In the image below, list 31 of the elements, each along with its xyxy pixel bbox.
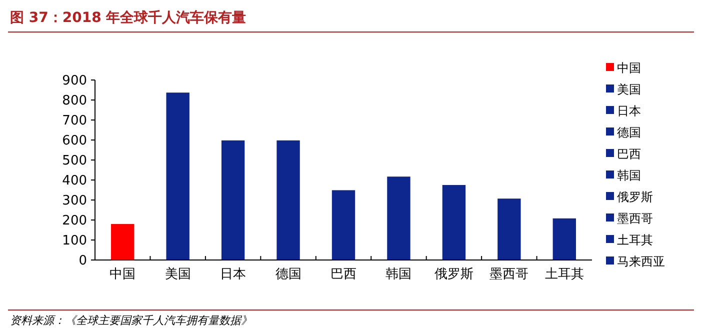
x-tick-label: 俄罗斯	[434, 267, 474, 282]
y-tick-label: 600	[62, 134, 87, 149]
chart-title: 图 37：2018 年全球千人汽车保有量	[10, 9, 246, 26]
text: 资料来源：《全球主要国家千人汽车拥有量数据》	[10, 314, 252, 327]
x-tick-label: 土耳其	[544, 267, 584, 282]
legend-label: 德国	[617, 126, 641, 140]
y-tick-label: 300	[62, 194, 87, 209]
legend-label: 巴西	[617, 147, 641, 162]
y-tick-label: 700	[62, 114, 87, 129]
x-tick-label: 德国	[275, 267, 302, 282]
legend-label: 中国	[617, 61, 641, 76]
y-tick-label: 400	[62, 174, 87, 189]
y-tick-label: 100	[62, 234, 87, 249]
y-tick-label: 0	[78, 254, 87, 269]
legend-label: 马来西亚	[617, 254, 665, 269]
x-tick-label: 墨西哥	[490, 267, 529, 282]
x-tick-label: 中国	[110, 267, 136, 282]
y-tick-label: 800	[62, 94, 87, 109]
legend-label: 韩国	[617, 168, 641, 183]
legend-label: 美国	[617, 82, 641, 97]
y-tick-label: 200	[62, 214, 87, 229]
y-tick-label: 900	[62, 74, 87, 89]
x-tick-label: 美国	[164, 266, 191, 282]
y-tick-label: 500	[62, 154, 87, 169]
legend-label: 土耳其	[617, 233, 653, 248]
x-tick-label: 巴西	[330, 267, 356, 282]
x-tick-label: 日本	[220, 267, 246, 282]
legend-label: 日本	[617, 104, 641, 118]
legend-label: 俄罗斯	[617, 190, 653, 204]
x-tick-label: 韩国	[386, 267, 412, 282]
legend-label: 墨西哥	[617, 212, 653, 226]
